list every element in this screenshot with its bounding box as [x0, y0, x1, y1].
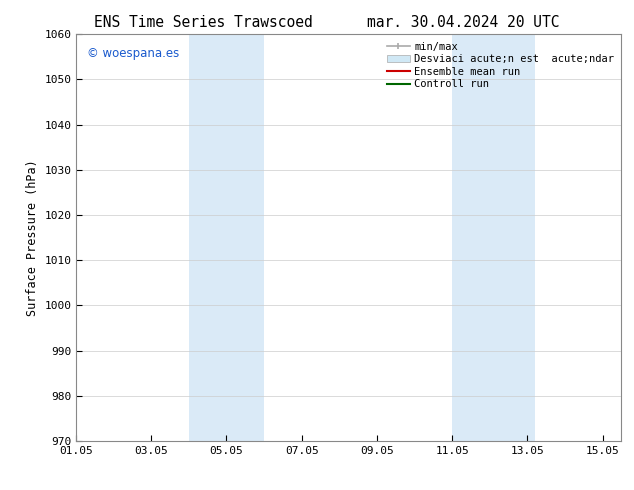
Bar [189, 34, 217, 441]
Text: © woespana.es: © woespana.es [87, 47, 179, 59]
Bar [217, 34, 264, 441]
Text: mar. 30.04.2024 20 UTC: mar. 30.04.2024 20 UTC [366, 15, 559, 30]
Y-axis label: Surface Pressure (hPa): Surface Pressure (hPa) [25, 159, 39, 316]
Bar [481, 34, 535, 441]
Bar [452, 34, 481, 441]
Legend: min/max, Desviaci acute;n est  acute;ndar, Ensemble mean run, Controll run: min/max, Desviaci acute;n est acute;ndar… [383, 37, 618, 94]
Text: ENS Time Series Trawscoed: ENS Time Series Trawscoed [93, 15, 313, 30]
